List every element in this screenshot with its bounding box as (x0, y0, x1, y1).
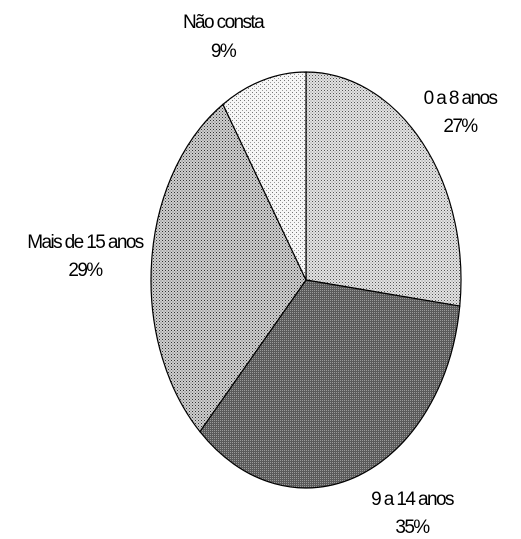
slice-percent-mais-15: 29% (68, 260, 103, 281)
pie-slice-0-a-8-anos (305, 71, 462, 307)
pie-slice-9-a-14-anos (199, 279, 461, 489)
slice-label-mais-15: Mais de 15 anos (27, 232, 144, 253)
slice-percent-0-8: 27% (443, 116, 478, 137)
pie-slice-nao-consta (222, 71, 307, 281)
slice-label-0-8: 0 a 8 anos (424, 88, 498, 109)
pie-slice-mais-de-15-anos (150, 103, 307, 433)
slice-label-9-14: 9 a 14 anos (371, 489, 454, 510)
slice-label-nao-consta: Não consta (183, 12, 265, 33)
slice-percent-nao-consta: 9% (211, 41, 237, 62)
pie-labels: 0 a 8 anos 27% 9 a 14 anos 35% Mais de 1… (27, 12, 499, 538)
slice-percent-9-14: 35% (395, 517, 430, 538)
pie-slices (150, 71, 462, 489)
